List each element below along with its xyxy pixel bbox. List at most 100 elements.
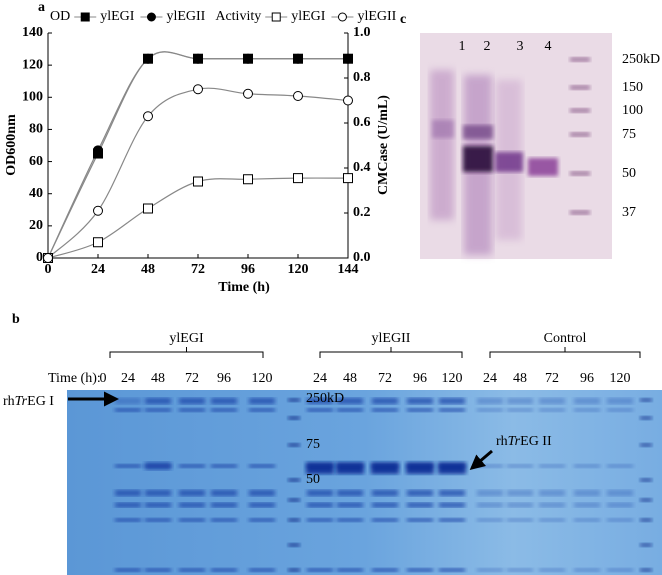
y2-tick-label: 0.8 bbox=[353, 70, 371, 85]
time-label: 24 bbox=[121, 371, 135, 386]
y-tick-label: 0 bbox=[36, 250, 43, 265]
band bbox=[249, 398, 275, 404]
gel-b-bands bbox=[115, 398, 652, 572]
gel-c-bands bbox=[430, 57, 590, 255]
group-label: ylEGI bbox=[169, 331, 204, 346]
band bbox=[145, 398, 171, 404]
band bbox=[406, 462, 434, 474]
band bbox=[407, 398, 433, 404]
band bbox=[495, 152, 523, 172]
band bbox=[211, 408, 237, 412]
band bbox=[539, 408, 565, 412]
band bbox=[211, 490, 237, 496]
marker bbox=[146, 12, 156, 22]
band bbox=[336, 462, 364, 474]
band bbox=[574, 398, 600, 404]
time-label: 120 bbox=[252, 371, 273, 386]
band bbox=[439, 502, 465, 508]
band bbox=[539, 518, 565, 522]
ladder-band bbox=[640, 416, 652, 420]
band bbox=[115, 490, 141, 496]
band bbox=[372, 502, 398, 508]
band bbox=[507, 490, 533, 496]
ladder-band bbox=[640, 443, 652, 447]
band bbox=[145, 408, 171, 412]
band bbox=[179, 568, 205, 572]
y-tick-label: 140 bbox=[22, 25, 43, 40]
ladder-band bbox=[570, 132, 590, 137]
band bbox=[115, 518, 141, 522]
band bbox=[607, 568, 633, 572]
time-label: 72 bbox=[185, 371, 199, 386]
y2-axis-label: CMCase (U/mL) bbox=[376, 95, 391, 195]
marker bbox=[243, 174, 253, 185]
band bbox=[439, 490, 465, 496]
y2-tick-label: 0.4 bbox=[353, 160, 371, 175]
x-tick-label: 144 bbox=[338, 262, 359, 277]
ladder-band bbox=[640, 398, 652, 402]
band bbox=[607, 490, 633, 496]
marker bbox=[343, 53, 353, 64]
smear bbox=[430, 70, 454, 220]
y2-tick-label: 1.0 bbox=[353, 25, 371, 40]
band bbox=[432, 120, 454, 138]
bracket bbox=[489, 347, 641, 358]
time-label: 96 bbox=[217, 371, 231, 386]
x-tick-label: 0 bbox=[45, 262, 52, 277]
legend-label: ylEGI bbox=[291, 9, 326, 24]
band bbox=[249, 502, 275, 508]
band bbox=[574, 490, 600, 496]
band bbox=[539, 464, 565, 468]
panel-label: a bbox=[38, 0, 45, 15]
band bbox=[337, 408, 363, 412]
time-label: 0 bbox=[100, 371, 107, 386]
marker-label: 250kD bbox=[306, 391, 344, 406]
time-label: 96 bbox=[580, 371, 594, 386]
band bbox=[179, 398, 205, 404]
band bbox=[407, 518, 433, 522]
y-tick-label: 60 bbox=[29, 154, 43, 169]
time-label: 48 bbox=[513, 371, 527, 386]
ladder-band bbox=[640, 478, 652, 482]
band bbox=[607, 502, 633, 508]
ladder-band bbox=[288, 518, 300, 522]
marker bbox=[293, 53, 303, 64]
band bbox=[115, 464, 141, 468]
marker bbox=[337, 12, 347, 22]
ladder-band bbox=[288, 543, 300, 547]
band bbox=[574, 408, 600, 412]
band bbox=[211, 464, 237, 468]
band bbox=[337, 502, 363, 508]
band bbox=[439, 398, 465, 404]
band bbox=[307, 518, 333, 522]
band bbox=[337, 398, 363, 404]
marker-label: 75 bbox=[622, 127, 636, 142]
band bbox=[145, 502, 171, 508]
marker bbox=[271, 12, 281, 22]
band bbox=[607, 398, 633, 404]
band bbox=[307, 490, 333, 496]
band bbox=[477, 398, 503, 404]
x-axis-label: Time (h) bbox=[218, 280, 270, 295]
x-tick-label: 48 bbox=[141, 262, 155, 277]
band bbox=[539, 490, 565, 496]
band bbox=[507, 568, 533, 572]
band bbox=[307, 408, 333, 412]
series-line bbox=[47, 87, 349, 259]
ladder-band bbox=[288, 398, 300, 402]
band bbox=[337, 518, 363, 522]
band bbox=[477, 568, 503, 572]
legend-label: ylEGII bbox=[166, 9, 205, 24]
band bbox=[574, 518, 600, 522]
y-tick-label: 20 bbox=[29, 218, 43, 233]
band bbox=[439, 408, 465, 412]
marker bbox=[343, 95, 353, 106]
ladder-band bbox=[570, 108, 590, 113]
band bbox=[477, 490, 503, 496]
band bbox=[179, 408, 205, 412]
band bbox=[211, 502, 237, 508]
ladder-band bbox=[640, 518, 652, 522]
marker bbox=[143, 203, 153, 214]
marker-label: 100 bbox=[622, 103, 643, 118]
